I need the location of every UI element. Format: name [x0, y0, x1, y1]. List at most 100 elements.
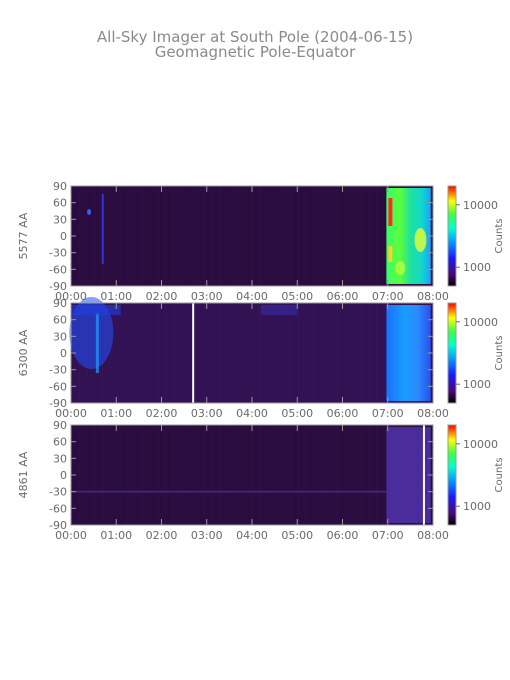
colorbar-tick-label: 1000	[463, 500, 491, 513]
panel-streak	[243, 425, 245, 525]
colorbar-tick-label: 10000	[463, 438, 498, 451]
panel-streak	[298, 303, 300, 403]
panel-streak	[172, 303, 174, 403]
panel-streak	[117, 186, 119, 286]
panel-streak	[290, 425, 292, 525]
x-tick-label: 06:00	[327, 407, 359, 420]
colorbar-tick-label: 1000	[463, 378, 491, 391]
y-tick-label: 90	[53, 419, 67, 432]
colorbar-label: Counts	[494, 458, 505, 493]
panel-streak	[305, 425, 307, 525]
panel-streak	[172, 186, 174, 286]
panel-streak	[188, 186, 190, 286]
x-tick-label: 02:00	[146, 529, 178, 542]
panel-image-background	[71, 186, 433, 286]
panel-streak	[368, 303, 370, 403]
colorbar-tick-label: 1000	[463, 261, 491, 274]
panel-streak	[258, 303, 260, 403]
panel-streak	[282, 186, 284, 286]
panel-streak	[141, 425, 143, 525]
panel-streak	[337, 303, 339, 403]
y-tick-label: -60	[49, 380, 67, 393]
x-tick-label: 01:00	[100, 529, 132, 542]
panel-streak	[172, 425, 174, 525]
x-tick-label: 02:00	[146, 290, 178, 303]
x-tick-label: 03:00	[191, 290, 223, 303]
panel-streak	[258, 425, 260, 525]
y-tick-label: 60	[53, 314, 67, 327]
panel-streak	[235, 425, 237, 525]
panel-streak	[219, 186, 221, 286]
x-tick-label: 08:00	[417, 529, 449, 542]
panel-streak	[305, 303, 307, 403]
x-tick-label: 01:00	[100, 290, 132, 303]
panel-streak	[321, 186, 323, 286]
panel-streak	[368, 186, 370, 286]
y-tick-label: 90	[53, 180, 67, 193]
panel-streak	[78, 186, 80, 286]
panel-streak	[360, 425, 362, 525]
panel-streak	[204, 425, 206, 525]
x-tick-label: 00:00	[55, 407, 87, 420]
data-gap-line	[192, 303, 195, 403]
panel-streak	[282, 303, 284, 403]
panel-streak	[235, 303, 237, 403]
panel-streak	[204, 186, 206, 286]
y-tick-label: 90	[53, 297, 67, 310]
panel-streak	[313, 186, 315, 286]
panel-streak	[86, 425, 88, 525]
panel-streak	[149, 425, 151, 525]
arc-feature	[261, 305, 298, 315]
panel-streak	[266, 303, 268, 403]
panel-streak	[266, 425, 268, 525]
y-tick-label: -30	[49, 486, 67, 499]
x-tick-label: 07:00	[372, 407, 404, 420]
panel-streak	[211, 303, 213, 403]
y-tick-label: -30	[49, 247, 67, 260]
panel-streak	[274, 186, 276, 286]
panel-streak	[337, 425, 339, 525]
arc-feature	[95, 313, 99, 373]
panel-streak	[164, 303, 166, 403]
colorbar	[447, 302, 457, 404]
panel-streak	[133, 186, 135, 286]
panel-streak	[188, 303, 190, 403]
x-tick-label: 00:00	[55, 290, 87, 303]
y-tick-label: 30	[53, 213, 67, 226]
panel-streak	[157, 186, 159, 286]
panel-streak	[376, 303, 378, 403]
panel-streak	[368, 425, 370, 525]
panel-streak	[258, 186, 260, 286]
x-tick-label: 04:00	[236, 529, 268, 542]
panel-streak	[266, 186, 268, 286]
panel-streak	[180, 186, 182, 286]
panel-streak	[321, 303, 323, 403]
hot-spot	[388, 198, 393, 226]
x-tick-label: 00:00	[55, 529, 87, 542]
panel-streak	[344, 303, 346, 403]
panel-streak	[149, 186, 151, 286]
x-tick-label: 06:00	[327, 529, 359, 542]
y-tick-label: -90	[49, 280, 67, 293]
panel-streak	[305, 186, 307, 286]
y-tick-label: -60	[49, 263, 67, 276]
panel-streak	[337, 186, 339, 286]
panel-streak	[274, 425, 276, 525]
panel-streak	[235, 186, 237, 286]
panel-streak	[274, 303, 276, 403]
panel-streak	[251, 303, 253, 403]
panel-streak	[180, 303, 182, 403]
y-tick-label: -60	[49, 502, 67, 515]
colorbar-tick-label: 10000	[463, 316, 498, 329]
panel-streak	[344, 186, 346, 286]
panel-streak	[360, 303, 362, 403]
y-tick-label: 30	[53, 452, 67, 465]
panel-streak	[78, 425, 80, 525]
panel-streak	[298, 425, 300, 525]
bright-interval	[386, 305, 431, 401]
arc-feature	[71, 490, 387, 493]
panel-streak	[352, 303, 354, 403]
